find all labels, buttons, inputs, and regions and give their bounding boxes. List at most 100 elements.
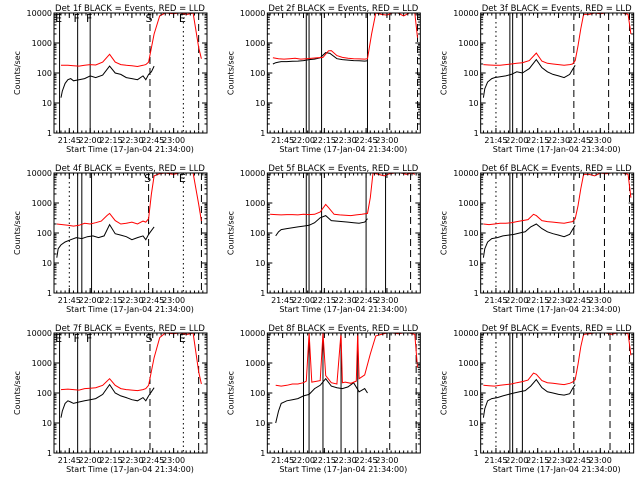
plot-frame [53, 332, 208, 454]
x-tick-label: 22:00 [292, 456, 315, 465]
x-tick-label: 23:00 [589, 456, 612, 465]
y-tick-label: 1000 [32, 359, 52, 368]
x-tick-label: 22:15 [313, 456, 336, 465]
x-tick-label: 22:30 [547, 456, 570, 465]
x-tick-label: 22:15 [99, 296, 122, 305]
x-tick-label: 22:45 [141, 136, 164, 145]
y-tick-label: 10000 [27, 9, 52, 18]
x-tick-label: 22:30 [120, 456, 143, 465]
y-axis-label: Counts/sec [13, 51, 22, 95]
lld-series-line [483, 13, 632, 66]
plot-frame [480, 172, 635, 294]
event-marker-label: S [145, 12, 152, 25]
x-tick-label: 22:30 [120, 296, 143, 305]
y-tick-label: 1 [474, 129, 479, 138]
event-marker-label: F [73, 332, 79, 345]
x-axis-label: Start Time (17-Jan-04 21:34:00) [493, 465, 621, 474]
x-tick-label: 21:45 [271, 136, 294, 145]
lld-series-line [272, 13, 418, 60]
plot-frame [480, 12, 635, 134]
x-tick-label: 22:45 [568, 136, 591, 145]
event-marker-label: S [144, 172, 151, 185]
y-tick-label: 1 [47, 289, 52, 298]
y-tick-label: 1 [474, 289, 479, 298]
y-tick-label: 10 [468, 99, 478, 108]
x-tick-label: 22:00 [505, 456, 528, 465]
chart-panel-3: Det 3f BLACK = Events, RED = LLD 1 10 100 10… [440, 4, 635, 154]
chart-title: Det 8f BLACK = Events, RED = LLD [268, 324, 418, 334]
plot-frame [266, 12, 421, 134]
chart-title: Det 1f BLACK = Events, RED = LLD [55, 4, 205, 14]
y-tick-label: 10000 [453, 329, 478, 338]
events-series-line [275, 215, 368, 237]
chart-title: Det 3f BLACK = Events, RED = LLD [482, 4, 632, 14]
event-marker-label: E [179, 172, 186, 185]
y-tick-label: 1000 [32, 39, 52, 48]
x-axis-label: Start Time (17-Jan-04 21:34:00) [493, 305, 621, 314]
x-tick-label: 21:45 [484, 296, 507, 305]
plot-frame [53, 12, 208, 134]
lld-series-line [56, 173, 202, 227]
y-tick-label: 1000 [458, 39, 478, 48]
x-axis-label: Start Time (17-Jan-04 21:34:00) [279, 145, 407, 154]
lld-series-line [275, 333, 418, 387]
x-tick-label: 22:45 [355, 136, 378, 145]
x-tick-label: 22:45 [355, 296, 378, 305]
y-tick-label: 100 [463, 389, 478, 398]
lld-series-line [270, 173, 416, 217]
y-tick-label: 1 [260, 289, 265, 298]
x-tick-label: 22:30 [547, 296, 570, 305]
y-tick-label: 1 [474, 449, 479, 458]
events-series-line [482, 378, 576, 418]
x-tick-label: 23:00 [162, 136, 185, 145]
x-tick-label: 22:15 [313, 296, 336, 305]
event-marker-label: F [86, 332, 92, 345]
plot-frame [480, 332, 635, 454]
y-tick-label: 10000 [27, 169, 52, 178]
events-series-line [275, 377, 368, 424]
x-tick-label: 21:45 [271, 456, 294, 465]
y-tick-label: 1 [260, 449, 265, 458]
x-tick-label: 22:00 [79, 296, 102, 305]
x-tick-label: 21:45 [58, 296, 81, 305]
y-tick-label: 10 [255, 99, 265, 108]
x-tick-label: 22:00 [79, 136, 102, 145]
x-axis-label: Start Time (17-Jan-04 21:34:00) [493, 145, 621, 154]
chart-panel-9: Det 9f BLACK = Events, RED = LLD 1 10 100 10… [440, 324, 635, 474]
y-tick-label: 1000 [245, 199, 265, 208]
chart-panel-8: Det 8f BLACK = Events, RED = LLD 1 10 100 10… [226, 324, 421, 474]
y-tick-label: 1000 [458, 359, 478, 368]
event-marker-label: S [145, 332, 152, 345]
y-tick-label: 10 [42, 259, 52, 268]
chart-panel-6: Det 6f BLACK = Events, RED = LLD 1 10 100 10… [440, 164, 635, 314]
lld-series-line [483, 173, 632, 226]
y-tick-label: 1000 [32, 199, 52, 208]
plot-frame [266, 332, 421, 454]
y-axis-label: Counts/sec [13, 211, 22, 255]
y-tick-label: 10000 [453, 9, 478, 18]
x-tick-label: 22:15 [313, 136, 336, 145]
events-series-line [60, 65, 155, 98]
chart-panel-2: Det 2f BLACK = Events, RED = LLD 1 10 100 10… [226, 4, 421, 154]
lld-series-line [483, 333, 632, 387]
x-tick-label: 21:45 [58, 456, 81, 465]
x-tick-label: 22:45 [141, 456, 164, 465]
x-tick-label: 22:45 [141, 296, 164, 305]
y-tick-label: 1 [47, 129, 52, 138]
event-marker-label: E [55, 12, 62, 25]
plot-frame [53, 172, 208, 294]
plot-frame [266, 172, 421, 294]
x-tick-label: 22:00 [292, 296, 315, 305]
x-tick-label: 23:00 [162, 296, 185, 305]
x-tick-label: 22:45 [355, 456, 378, 465]
x-tick-label: 22:15 [526, 136, 549, 145]
y-tick-label: 10000 [453, 169, 478, 178]
x-tick-label: 22:00 [292, 136, 315, 145]
y-tick-label: 100 [463, 69, 478, 78]
x-axis-label: Start Time (17-Jan-04 21:34:00) [279, 305, 407, 314]
x-tick-label: 23:00 [589, 296, 612, 305]
y-tick-label: 100 [463, 229, 478, 238]
